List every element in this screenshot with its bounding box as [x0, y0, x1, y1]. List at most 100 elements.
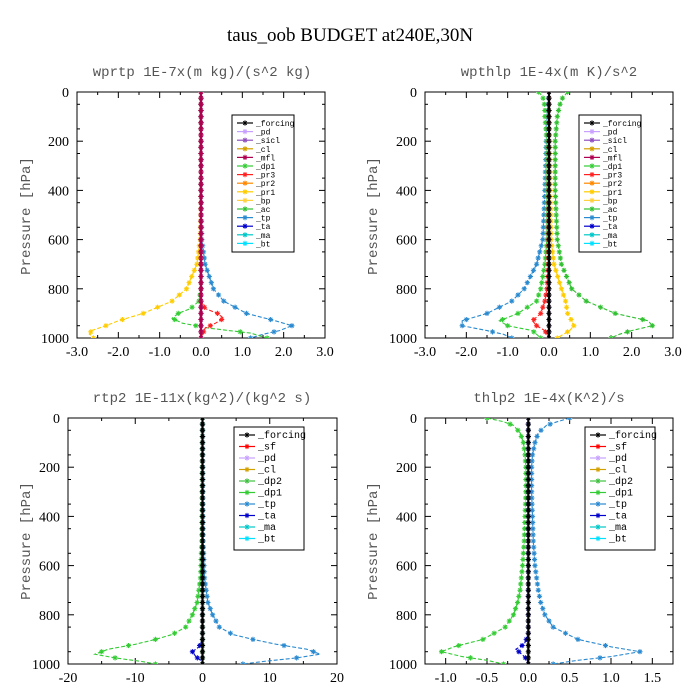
marker-forcing [525, 661, 531, 664]
marker-dp1 [522, 458, 529, 464]
marker-forcing [546, 181, 552, 187]
marker-tp [509, 298, 515, 304]
marker-forcing [525, 649, 531, 655]
marker-dp1 [515, 427, 521, 433]
marker-dp1 [505, 323, 511, 329]
marker-dp1 [542, 114, 548, 120]
marker-dp1 [194, 599, 200, 606]
x-tick-label: 3.0 [316, 345, 334, 360]
legend-marker-pr1 [589, 189, 595, 195]
marker-ac [569, 286, 575, 292]
marker-tp [203, 587, 209, 593]
marker-forcing [546, 193, 552, 200]
legend-label-bt: _bt [257, 534, 276, 546]
marker-tp [540, 606, 546, 612]
marker-dp1 [175, 310, 181, 316]
marker-dp1 [512, 606, 519, 612]
legend-marker-forcing [242, 120, 248, 126]
marker-forcing [199, 427, 206, 433]
legend: _forcing_sf_pd_cl_dp2_dp1_tp_ta_ma_bt [233, 426, 306, 551]
marker-forcing [546, 335, 552, 338]
marker-mfl [198, 150, 204, 157]
marker-tp [534, 575, 540, 581]
marker-mfl [198, 280, 204, 286]
marker-forcing [525, 618, 531, 624]
legend-marker-bp [589, 197, 595, 203]
marker-ac [557, 101, 563, 107]
y-tick-label: 400 [48, 184, 69, 199]
marker-ac [552, 138, 558, 144]
legend-label-dp1: _dp1 [255, 163, 275, 172]
marker-dp1 [542, 120, 548, 126]
marker-tp [532, 440, 538, 446]
y-tick-label: 1000 [41, 332, 69, 347]
marker-ac [557, 255, 563, 261]
x-tick-label: 0.5 [561, 671, 579, 686]
legend-label-pr3: _pr3 [255, 172, 275, 181]
marker-dp1 [484, 418, 490, 421]
marker-mfl [198, 101, 204, 107]
marker-tp [597, 655, 603, 661]
marker-dp1 [542, 107, 548, 114]
marker-forcing [199, 433, 206, 440]
marker-dp1 [521, 446, 527, 452]
marker-forcing [525, 563, 531, 569]
marker-dp1 [510, 612, 517, 618]
y-tick-label: 0 [53, 412, 60, 427]
legend-label-bp: _bp [602, 197, 618, 206]
marker-tp [534, 433, 540, 440]
marker-dp1 [192, 606, 198, 612]
legend-marker-pr3 [589, 172, 595, 178]
legend-label-pd: _pd [255, 129, 271, 138]
marker-forcing [525, 470, 531, 476]
panel-title: rtp2 1E-11x(kg^2)/(kg^2 s) [93, 391, 311, 407]
marker-dp1 [520, 556, 526, 563]
marker-ac [552, 150, 558, 157]
marker-ac [552, 169, 558, 175]
marker-ac [555, 107, 562, 114]
legend-marker-ta [242, 223, 248, 229]
marker-mfl [198, 212, 204, 218]
marker-mfl [198, 181, 204, 187]
marker-tp [602, 642, 609, 649]
legend-label-pr3: _pr3 [602, 172, 622, 181]
marker-dp1 [499, 316, 506, 323]
legend-marker-dp1 [244, 489, 250, 496]
legend-label-dp2: _dp2 [608, 476, 633, 488]
marker-mfl [198, 261, 204, 267]
marker-ac [552, 181, 558, 187]
legend-marker-ta [595, 512, 601, 519]
marker-mfl [198, 92, 204, 95]
marker-tp [529, 513, 536, 519]
marker-forcing [525, 544, 531, 550]
marker-tp [541, 212, 547, 218]
marker-mfl [198, 310, 204, 316]
marker-ac [552, 157, 558, 163]
marker-forcing [525, 538, 531, 544]
marker-tp [204, 593, 210, 599]
legend-marker-ma [595, 524, 601, 530]
marker-tp [216, 624, 222, 630]
legend-marker-sicl [242, 137, 248, 143]
marker-mfl [198, 107, 204, 114]
marker-ac [649, 323, 655, 329]
marker-tp [527, 273, 533, 280]
legend-label-mfl: _mfl [602, 154, 622, 163]
marker-pr3 [534, 323, 540, 329]
marker-tp [529, 507, 535, 513]
x-tick-label: 2.0 [623, 345, 641, 360]
marker-ta [189, 649, 196, 655]
marker-mfl [198, 224, 204, 230]
marker-dp1 [186, 618, 192, 624]
marker-forcing [199, 495, 206, 501]
marker-tp [221, 298, 227, 304]
x-tick-label: 1.5 [644, 671, 662, 686]
marker-dp1 [540, 273, 546, 280]
marker-pr1 [194, 261, 200, 267]
legend-marker-cl [595, 466, 601, 473]
panel-title: wprtp 1E-7x(m kg)/(s^2 kg) [93, 65, 311, 81]
marker-dp1 [171, 630, 178, 636]
marker-dp1 [542, 255, 548, 261]
marker-dp1 [491, 630, 497, 636]
legend-marker-ma [242, 232, 248, 238]
